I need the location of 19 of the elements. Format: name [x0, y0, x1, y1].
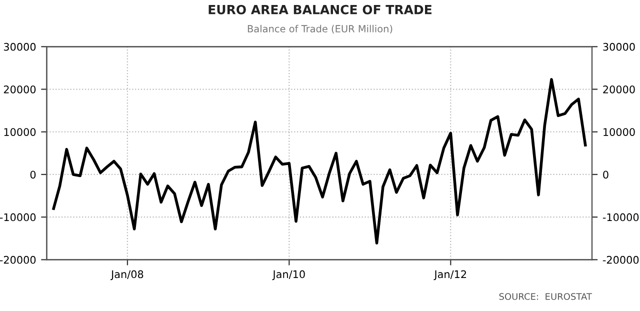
y2-tick-label: -10000 — [602, 213, 639, 222]
y2-tick-label: 30000 — [603, 42, 635, 51]
y2-tick-label: 10000 — [604, 128, 635, 136]
x-tick-label: Jan/12 — [434, 270, 466, 280]
line-series — [52, 78, 587, 244]
y-tick-label: 10000 — [4, 128, 36, 136]
y-tick-label: 30000 — [4, 42, 36, 51]
y-tick-label: -10000 — [0, 213, 36, 222]
x-tick-label: Jan/08 — [110, 270, 144, 280]
y-tick-label: 20000 — [4, 85, 36, 94]
chart-subtitle: Balance of Trade (EUR Million) — [248, 24, 392, 34]
x-tick-label: Jan/10 — [272, 270, 305, 280]
y2-tick-label: 20000 — [603, 85, 635, 94]
y-tick-label: 0 — [30, 170, 36, 179]
y-tick-label: -20000 — [0, 256, 36, 264]
source-note: SOURCE: EUROSTAT — [499, 293, 592, 300]
y2-tick-label: -20000 — [602, 256, 639, 264]
y2-tick-label: 0 — [603, 170, 608, 179]
chart-title: EURO AREA BALANCE OF TRADE — [208, 4, 432, 14]
